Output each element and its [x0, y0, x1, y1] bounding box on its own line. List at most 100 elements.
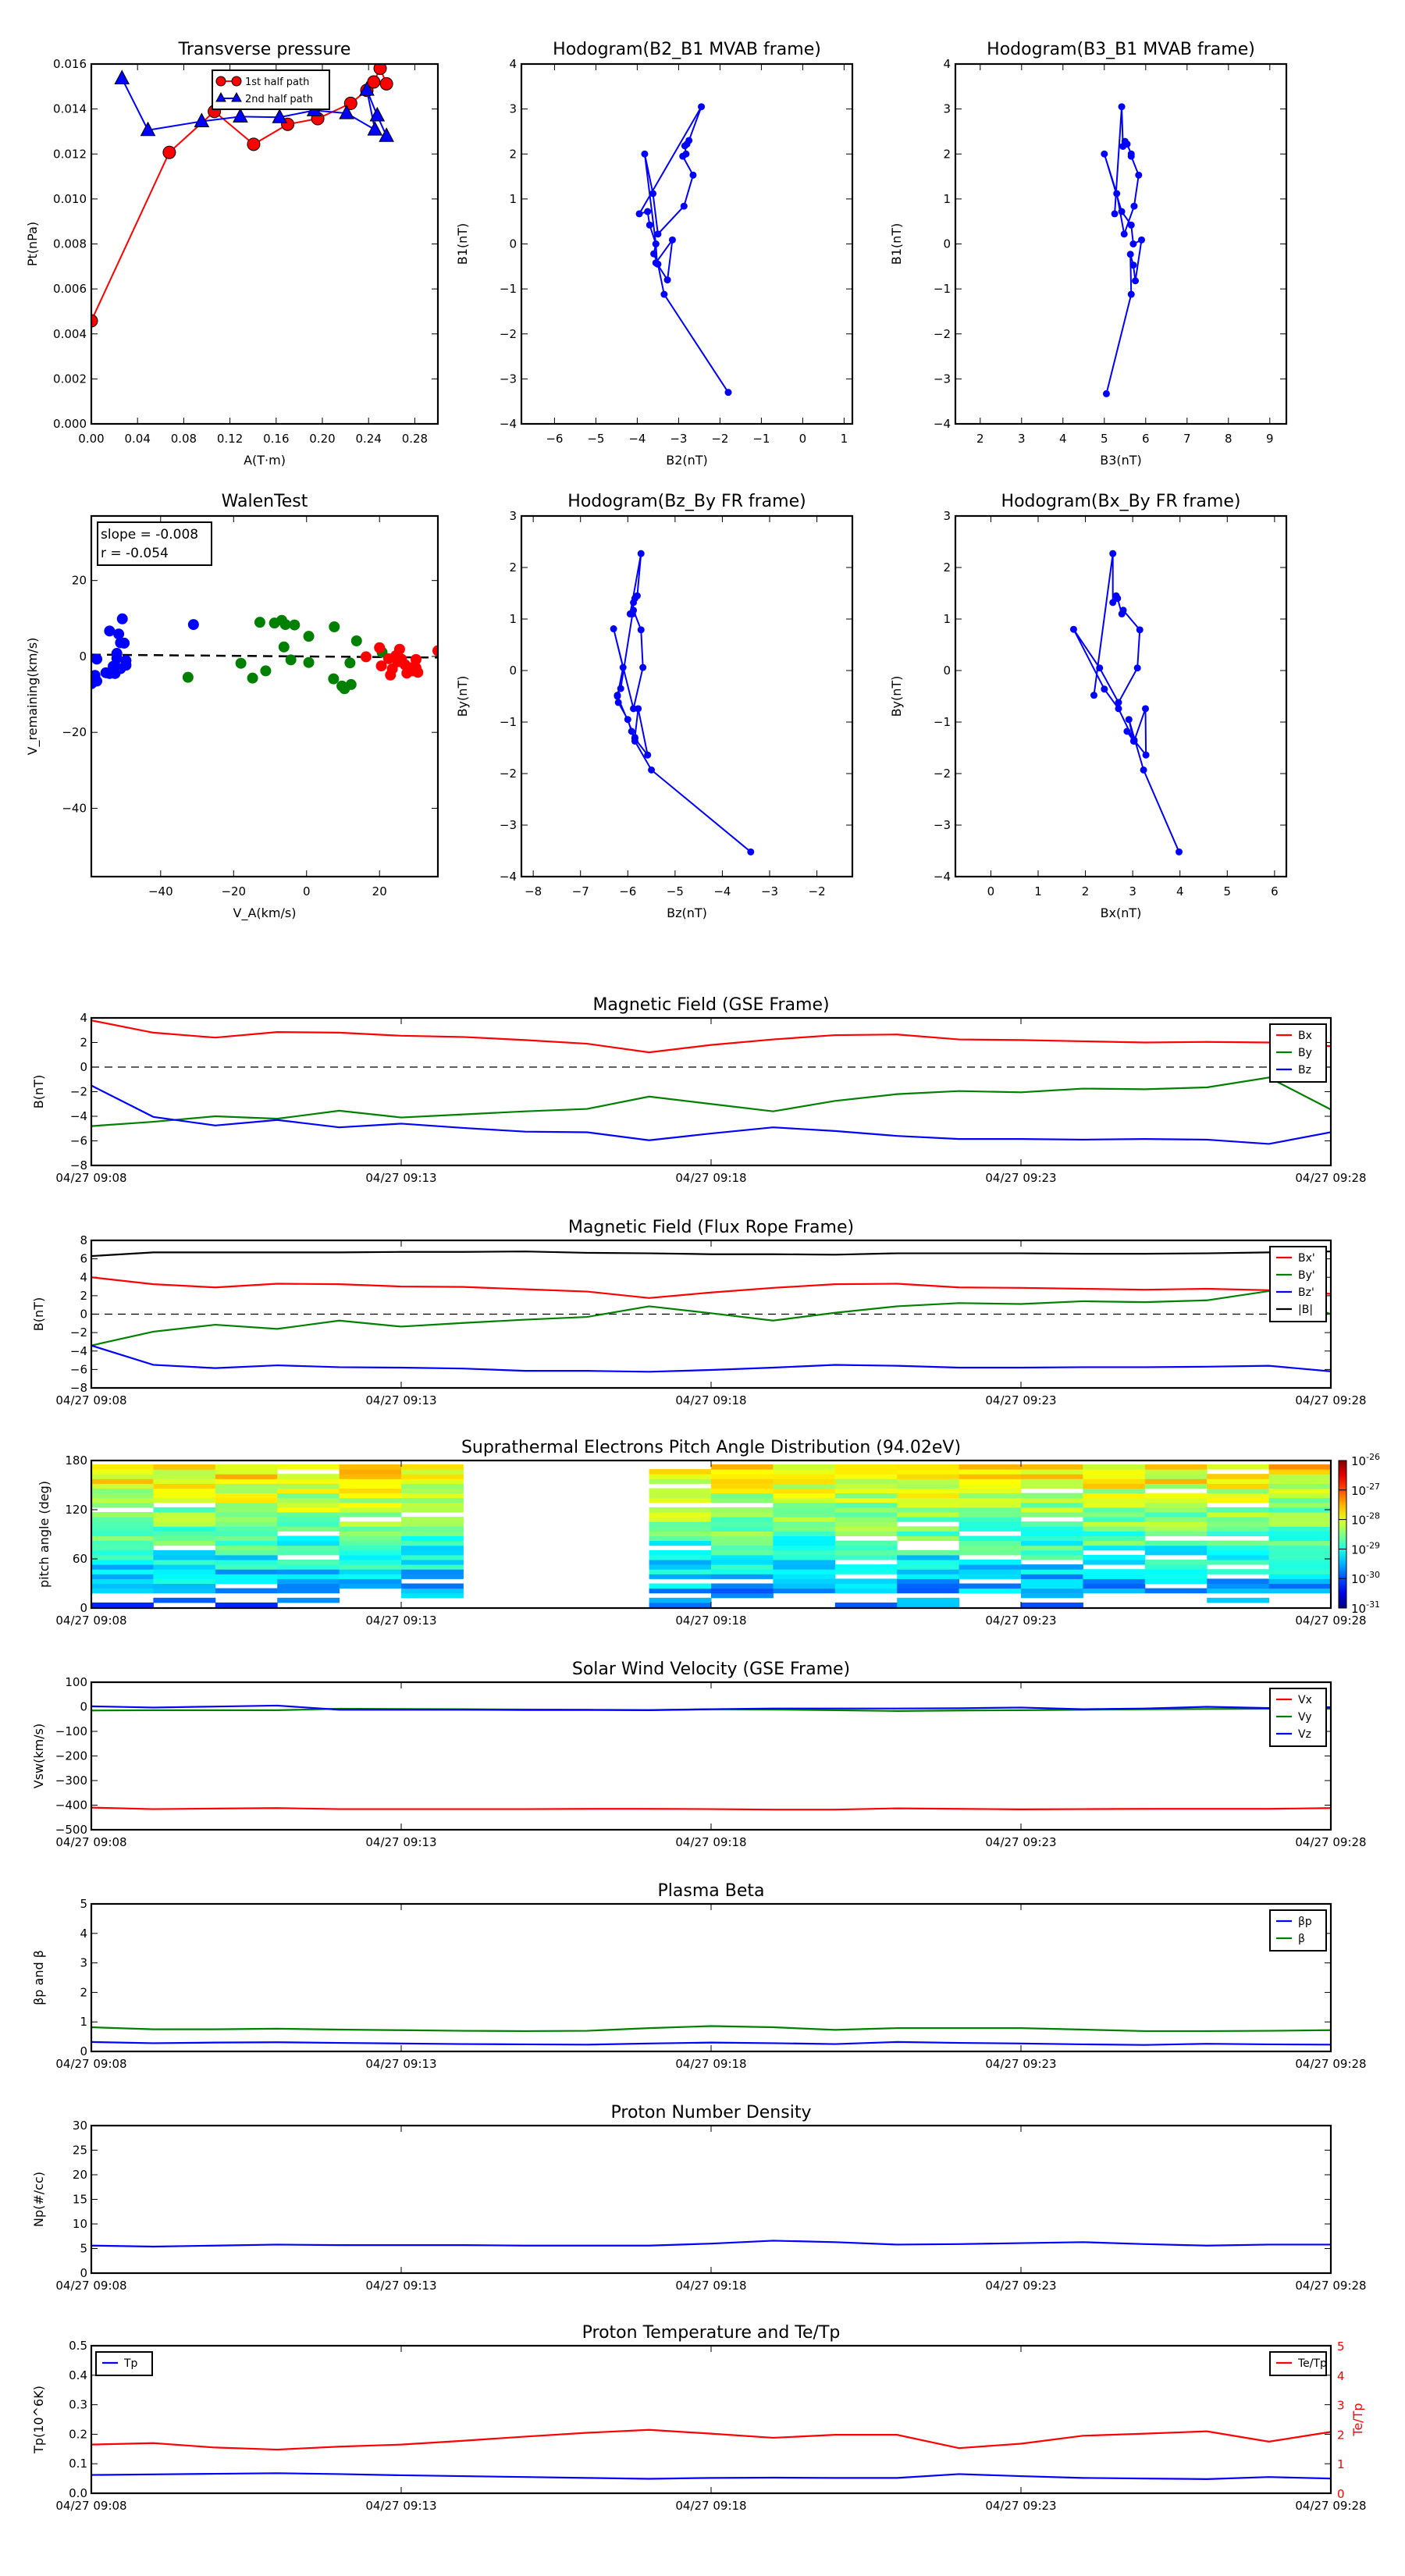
heatmap-cell — [959, 1540, 1022, 1546]
data-point — [633, 592, 641, 600]
heatmap-cell — [401, 1493, 464, 1499]
heatmap-cell — [959, 1535, 1022, 1542]
heatmap-cell — [649, 1497, 712, 1503]
heatmap-cell — [897, 1488, 960, 1494]
y-tick-label: 0.010 — [53, 192, 87, 206]
heatmap-cell — [401, 1517, 464, 1522]
data-point — [272, 109, 288, 123]
y-tick-label: 0.3 — [69, 2398, 87, 2412]
heatmap-cell — [834, 1583, 898, 1589]
heatmap-cell — [649, 1507, 712, 1513]
y-tick-label: 6 — [80, 1252, 87, 1266]
heatmap-cell — [91, 1531, 154, 1536]
plot-frame — [90, 62, 439, 425]
y-tick-label: 60 — [73, 1552, 87, 1566]
legend-label: Bz — [1298, 1064, 1311, 1076]
heatmap-cell — [215, 1517, 278, 1522]
heatmap-cell — [711, 1564, 774, 1570]
y-tick-label: 5 — [80, 2242, 87, 2256]
heatmap-cell — [1207, 1478, 1270, 1484]
x-axis-label: Bx(nT) — [1101, 906, 1142, 920]
y-tick-label: 30 — [73, 2119, 87, 2133]
heatmap-cell — [1268, 1488, 1332, 1494]
heatmap-cell — [339, 1526, 402, 1532]
heatmap-cell — [773, 1517, 836, 1522]
heatmap-cell — [649, 1521, 712, 1527]
data-point — [724, 389, 732, 397]
heatmap-cell — [649, 1602, 712, 1608]
hodogram-b3-b1-chart: Hodogram(B3_B1 MVAB frame) B3(nT) B1(nT) 2 3… — [889, 40, 1288, 468]
data-point — [1101, 150, 1108, 158]
heatmap-cell — [1268, 1517, 1332, 1522]
x-tick-label: 04/27 09:28 — [1295, 2279, 1366, 2293]
data-point — [1101, 685, 1108, 693]
heatmap-cell — [897, 1478, 960, 1484]
heatmap-cell — [773, 1583, 836, 1589]
plot-frame — [90, 2124, 1332, 2275]
heatmap-cell — [897, 1588, 960, 1594]
heatmap-cell — [834, 1521, 898, 1527]
heatmap-cell — [401, 1507, 464, 1513]
heatmap-cell — [711, 1478, 774, 1484]
heatmap-cell — [649, 1588, 712, 1594]
heatmap-cell — [1207, 1497, 1270, 1503]
heatmap-cell — [1268, 1531, 1332, 1536]
y-tick-label-right: 1 — [1337, 2457, 1345, 2471]
heatmap-cell — [1207, 1597, 1270, 1603]
hodogram-bz-by-chart: Hodogram(Bz_By FR frame) Bz(nT) By(nT) −8 −7… — [455, 492, 854, 920]
mag-field-gse-chart: Magnetic Field (GSE Frame) B(nT) −8 −6 −4 −2 0… — [31, 995, 1367, 1185]
y-tick-label: 0.4 — [69, 2368, 87, 2382]
y-tick-label: 0 — [80, 2044, 87, 2058]
heatmap-cell — [339, 1469, 402, 1475]
heatmap-cell — [649, 1550, 712, 1556]
heatmap-cell — [401, 1478, 464, 1484]
x-tick-label: −5 — [587, 432, 604, 446]
heatmap-cell — [1144, 1564, 1208, 1570]
series-line-Bx — [91, 1019, 1332, 1054]
y-tick-label: 0.016 — [53, 57, 87, 71]
heatmap-cell — [773, 1488, 836, 1494]
proton-temperature-chart: Proton Temperature and Te/Tp Tp(10^6K) 0.0… — [31, 2323, 1367, 2513]
heatmap-cell — [773, 1478, 836, 1484]
series-line-Bx — [91, 1276, 1332, 1299]
heatmap-cell — [1021, 1545, 1083, 1551]
x-tick-label: 1 — [1034, 884, 1042, 898]
x-tick-label: 0 — [987, 884, 995, 898]
heatmap-cell — [834, 1469, 898, 1475]
heatmap-cell — [897, 1497, 960, 1503]
heatmap-cell — [91, 1535, 154, 1542]
x-tick-label: 3 — [1018, 432, 1026, 446]
x-tick-label: −6 — [619, 884, 636, 898]
heatmap-cell — [1021, 1474, 1083, 1479]
y-tick-label: 0.000 — [53, 417, 87, 431]
heatmap-cell — [339, 1488, 402, 1494]
data-point — [233, 108, 248, 123]
heatmap-cell — [1207, 1483, 1270, 1489]
heatmap-cell — [649, 1526, 712, 1532]
heatmap-cell — [91, 1483, 154, 1489]
heatmap-cell — [897, 1531, 960, 1536]
data-point — [1109, 550, 1117, 557]
y-tick-label: 1 — [80, 2015, 87, 2029]
heatmap-cell — [215, 1497, 278, 1503]
legend-box — [1269, 1909, 1327, 1952]
data-point — [91, 675, 103, 687]
heatmap-cell — [153, 1521, 216, 1527]
data-point — [1118, 610, 1126, 617]
heatmap-cell — [834, 1564, 898, 1570]
heatmap-cell — [1207, 1488, 1270, 1494]
legend-label: By — [1298, 1047, 1312, 1059]
heatmap-cell — [277, 1597, 340, 1603]
legend-label: Te/Tp — [1297, 2357, 1327, 2370]
heatmap-cell — [649, 1583, 712, 1589]
heatmap-cell — [834, 1512, 898, 1517]
y-axis-label: V_remaining(km/s) — [25, 638, 41, 756]
heatmap-cell — [711, 1592, 774, 1599]
chart-title: Solar Wind Velocity (GSE Frame) — [572, 1660, 850, 1679]
heatmap-cell — [153, 1512, 216, 1517]
heatmap-cell — [773, 1493, 836, 1499]
x-axis-label: A(T·m) — [244, 453, 286, 468]
heatmap-cell — [773, 1497, 836, 1503]
heatmap-cell — [401, 1464, 464, 1470]
heatmap-cell — [711, 1464, 774, 1470]
